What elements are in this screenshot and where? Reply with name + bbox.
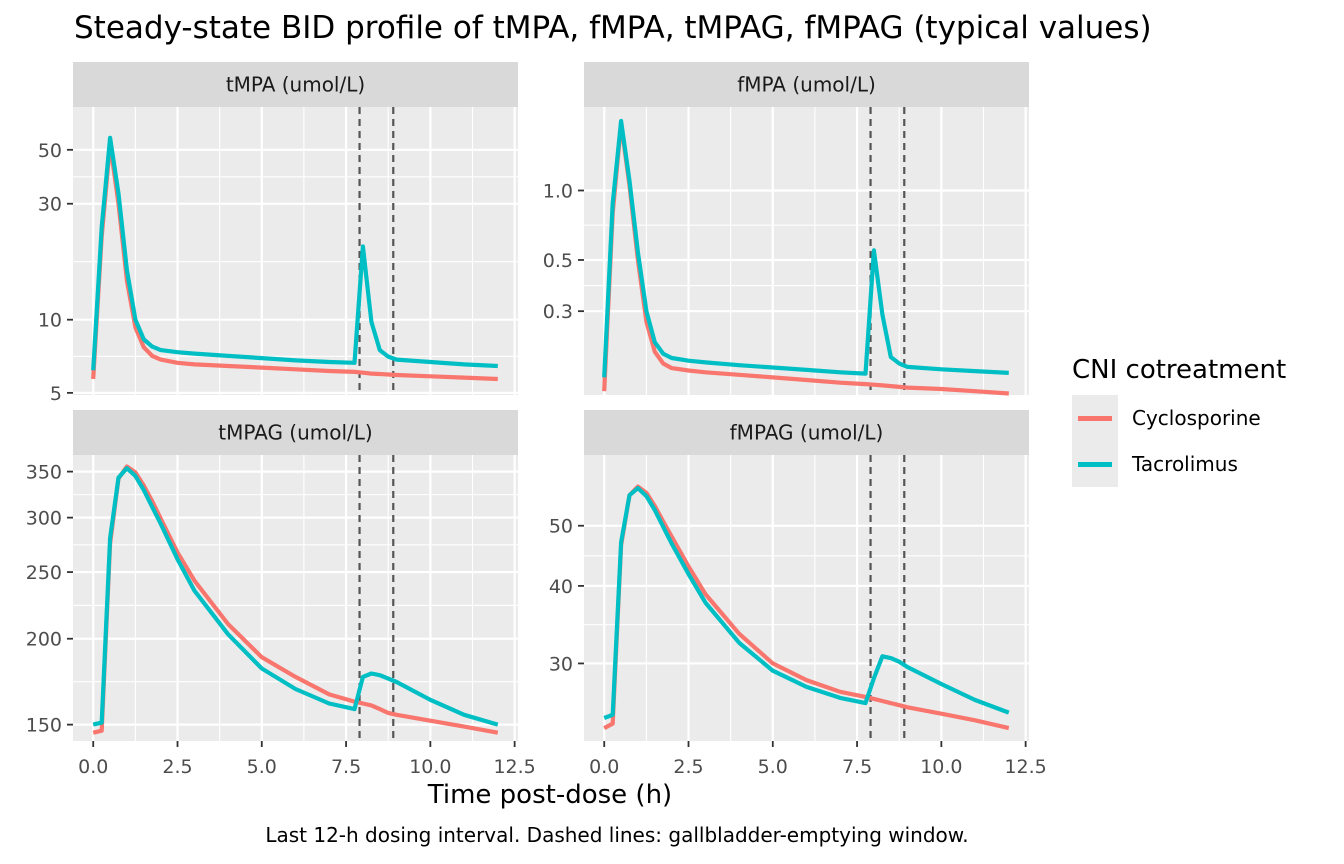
legend-label-cyclosporine: Cyclosporine <box>1132 406 1261 430</box>
x-tick-label: 0.0 <box>589 756 619 778</box>
legend: CNI cotreatment Cyclosporine Tacrolimus <box>1072 355 1286 487</box>
panel-4: fMPAG (umol/L) 30 40 50 0.0 2.5 5.0 7.5 10.0 12.5 <box>549 410 1047 778</box>
y-tick-label: 50 <box>549 516 573 538</box>
y-tick-label: 0.5 <box>543 250 573 272</box>
x-tick-label: 5.0 <box>758 756 788 778</box>
legend-title: CNI cotreatment <box>1072 355 1287 385</box>
panel-strip <box>584 62 1029 107</box>
y-tick-label: 40 <box>549 576 573 598</box>
x-tick-label: 10.0 <box>920 756 962 778</box>
panel-background <box>73 455 518 741</box>
y-tick-label: 5 <box>50 383 62 405</box>
series-line-tacrolimus <box>91 135 498 371</box>
panel-strip <box>73 62 518 107</box>
legend-item-cyclosporine: Cyclosporine <box>1072 395 1286 441</box>
chart-caption: Last 12-h dosing interval. Dashed lines:… <box>265 823 969 847</box>
y-tick-label: 0.3 <box>543 301 573 323</box>
y-tick-label: 30 <box>549 653 573 675</box>
y-tick-label: 350 <box>26 462 62 484</box>
x-tick-label: 12.5 <box>1004 756 1046 778</box>
x-tick-label: 2.5 <box>673 756 703 778</box>
x-tick-label: 0.0 <box>78 756 108 778</box>
legend-label-tacrolimus: Tacrolimus <box>1132 452 1238 476</box>
chart-title: Steady-state BID profile of tMPA, fMPA, … <box>74 10 1152 46</box>
y-tick-label: 10 <box>38 310 62 332</box>
y-tick-label: 1.0 <box>543 180 573 202</box>
x-axis-title: Time post-dose (h) <box>427 780 673 810</box>
x-tick-label: 2.5 <box>162 756 192 778</box>
panel-1: tMPA (umol/L) 5 10 30 50 <box>38 62 518 405</box>
x-tick-label: 5.0 <box>247 756 277 778</box>
panel-strip-label: fMPAG (umol/L) <box>730 421 884 445</box>
y-tick-label: 300 <box>26 508 62 530</box>
panel-strip-label: tMPAG (umol/L) <box>218 421 373 445</box>
y-tick-label: 200 <box>26 629 62 651</box>
legend-key-cyclosporine <box>1072 395 1118 441</box>
panel-strip <box>584 410 1029 455</box>
panel-background <box>584 455 1029 741</box>
legend-swatch-cyclosporine <box>1078 416 1112 421</box>
legend-item-tacrolimus: Tacrolimus <box>1072 441 1286 487</box>
x-tick-label: 12.5 <box>493 756 535 778</box>
y-tick-label: 30 <box>38 194 62 216</box>
panel-strip-label: tMPA (umol/L) <box>226 73 365 97</box>
panel-strip-label: fMPA (umol/L) <box>737 73 876 97</box>
x-tick-label: 7.5 <box>842 756 872 778</box>
panel-2: fMPA (umol/L) 0.3 0.5 1.0 <box>543 62 1029 396</box>
x-tick-label: 7.5 <box>331 756 361 778</box>
series-line-tacrolimus <box>603 486 1010 720</box>
panel-background <box>584 107 1029 395</box>
y-tick-label: 150 <box>26 715 62 737</box>
panel-strip <box>73 410 518 455</box>
legend-key-tacrolimus <box>1072 441 1118 487</box>
panel-3: tMPAG (umol/L) 150 200 250 300 350 0.0 2.5 5.0 7.… <box>26 410 536 778</box>
series-line-tacrolimus <box>602 118 1009 378</box>
y-tick-label: 50 <box>38 140 62 162</box>
x-tick-label: 10.0 <box>409 756 451 778</box>
series-line-tacrolimus <box>92 466 499 727</box>
legend-swatch-tacrolimus <box>1078 462 1112 467</box>
y-tick-label: 250 <box>26 562 62 584</box>
panel-background <box>73 107 518 395</box>
